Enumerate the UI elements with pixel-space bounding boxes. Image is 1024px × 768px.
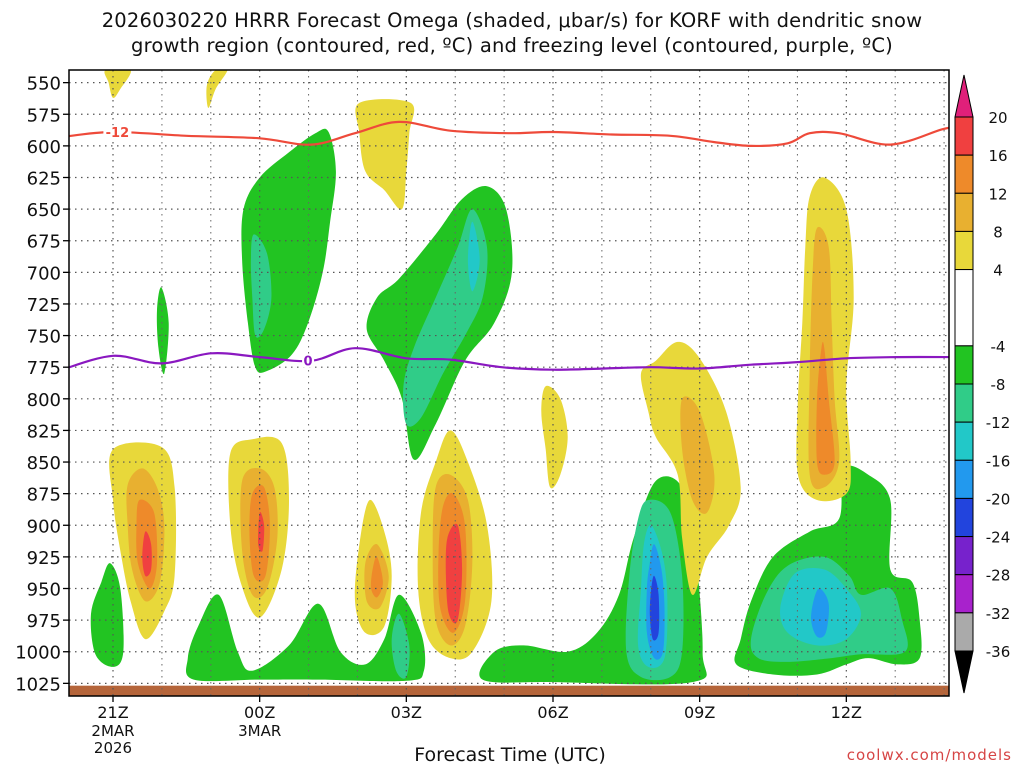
y-tick-label: 550 bbox=[27, 74, 61, 95]
colorbar-band bbox=[954, 421, 974, 461]
omega-region bbox=[142, 531, 152, 577]
y-tick-label: 650 bbox=[27, 200, 61, 221]
y-tick-label: 850 bbox=[27, 453, 61, 474]
y-tick-label: 625 bbox=[27, 168, 61, 189]
colorbar-band bbox=[954, 345, 974, 385]
colorbar-band bbox=[954, 383, 974, 423]
colorbar-label: 8 bbox=[993, 223, 1003, 241]
colorbar-band bbox=[954, 192, 974, 232]
y-tick-label: 775 bbox=[27, 358, 61, 379]
x-axis-label: Forecast Time (UTC) bbox=[414, 744, 606, 766]
y-tick-label: 800 bbox=[27, 390, 61, 411]
chart-title-line1: 2026030220 HRRR Forecast Omega (shaded, … bbox=[101, 9, 923, 32]
dgz-contour-label: -12 bbox=[106, 126, 130, 141]
omega-region bbox=[811, 588, 829, 638]
y-tick-label: 925 bbox=[27, 548, 61, 569]
colorbar-label: -32 bbox=[986, 605, 1011, 623]
omega-region bbox=[680, 396, 715, 514]
dgz-contour-line bbox=[69, 120, 949, 148]
colorbar-label: -20 bbox=[986, 490, 1011, 508]
colorbar-label: -16 bbox=[986, 452, 1011, 470]
x-tick-label: 06Z bbox=[537, 703, 568, 722]
colorbar-label: 16 bbox=[988, 147, 1007, 165]
omega-region bbox=[445, 523, 463, 624]
omega-region bbox=[355, 99, 415, 210]
colorbar-band bbox=[954, 116, 974, 156]
omega-region bbox=[206, 70, 228, 108]
terrain-strip bbox=[69, 685, 949, 696]
omega-region bbox=[104, 70, 131, 98]
colorbar-label: -4 bbox=[991, 338, 1006, 356]
omega-region bbox=[402, 209, 488, 427]
omega-region bbox=[90, 563, 124, 667]
y-tick-label: 1000 bbox=[15, 643, 61, 664]
y-tick-label: 675 bbox=[27, 232, 61, 253]
y-tick-label: 825 bbox=[27, 421, 61, 442]
omega-region bbox=[467, 221, 480, 292]
colorbar-band bbox=[954, 459, 974, 499]
x-tick-label: 21Z bbox=[97, 703, 128, 722]
omega-region bbox=[816, 341, 835, 475]
colorbar-band bbox=[954, 269, 974, 347]
y-tick-label: 875 bbox=[27, 485, 61, 506]
y-tick-label: 975 bbox=[27, 611, 61, 632]
colorbar-label: -12 bbox=[986, 414, 1011, 432]
colorbar-band bbox=[954, 154, 974, 194]
freezing-level-line bbox=[69, 347, 949, 371]
colorbar-label: 12 bbox=[988, 185, 1007, 203]
y-tick-label: 1025 bbox=[15, 674, 61, 695]
omega-region bbox=[391, 613, 410, 679]
omega-region bbox=[250, 234, 272, 338]
contour-layer: -12 0 bbox=[69, 120, 949, 371]
omega-region bbox=[258, 511, 265, 552]
chart-title: 2026030220 HRRR Forecast Omega (shaded, … bbox=[0, 8, 1024, 58]
chart-title-line2: growth region (contoured, red, ºC) and f… bbox=[131, 34, 893, 57]
omega-shading-layer bbox=[69, 70, 949, 696]
x-tick-label: 03Z bbox=[391, 703, 422, 722]
colorbar-bottom-arrow bbox=[954, 650, 974, 694]
y-tick-label: 575 bbox=[27, 105, 61, 126]
contour-label-bg bbox=[302, 353, 315, 368]
contour-label-bg bbox=[103, 125, 132, 140]
credit-link[interactable]: coolwx.com/models bbox=[846, 746, 1012, 764]
colorbar-top-arrow bbox=[954, 74, 974, 118]
y-axis: 550 575 600 625 650 675 700 725 750 775 800 825 850 8… bbox=[15, 74, 69, 695]
colorbar-label: -8 bbox=[991, 376, 1006, 394]
colorbar-label: -28 bbox=[986, 567, 1011, 585]
y-tick-label: 950 bbox=[27, 580, 61, 601]
plot-frame bbox=[68, 69, 950, 697]
x-tick-label: 09Z bbox=[684, 703, 715, 722]
x-tick-sublabel: 2MAR bbox=[91, 722, 134, 740]
colorbar-label: 4 bbox=[993, 262, 1003, 280]
omega-region bbox=[156, 287, 169, 375]
colorbar: 20 16 12 8 4 -4 -8 -12 -16 -20 -24 -28 -32 -36 bbox=[954, 74, 1011, 694]
colorbar-label: -36 bbox=[986, 643, 1011, 661]
omega-region bbox=[541, 385, 568, 489]
y-tick-label: 725 bbox=[27, 295, 61, 316]
colorbar-band bbox=[954, 574, 974, 614]
grid-layer bbox=[69, 70, 949, 696]
y-tick-label: 600 bbox=[27, 137, 61, 158]
colorbar-label: -24 bbox=[986, 529, 1011, 547]
y-tick-label: 750 bbox=[27, 327, 61, 348]
y-tick-label: 700 bbox=[27, 263, 61, 284]
omega-region bbox=[649, 575, 660, 641]
x-tick-sublabel: 2026 bbox=[94, 739, 132, 757]
colorbar-label: 20 bbox=[988, 109, 1007, 127]
omega-region bbox=[185, 594, 426, 682]
colorbar-band bbox=[954, 230, 974, 271]
x-tick-label: 00Z bbox=[244, 703, 275, 722]
colorbar-band bbox=[954, 612, 974, 652]
x-tick-label: 12Z bbox=[831, 703, 862, 722]
freezing-level-label: 0 bbox=[304, 355, 313, 370]
omega-region bbox=[370, 556, 383, 598]
colorbar-band bbox=[954, 497, 974, 538]
y-tick-label: 900 bbox=[27, 516, 61, 537]
x-tick-sublabel: 3MAR bbox=[238, 722, 281, 740]
colorbar-band bbox=[954, 536, 974, 576]
